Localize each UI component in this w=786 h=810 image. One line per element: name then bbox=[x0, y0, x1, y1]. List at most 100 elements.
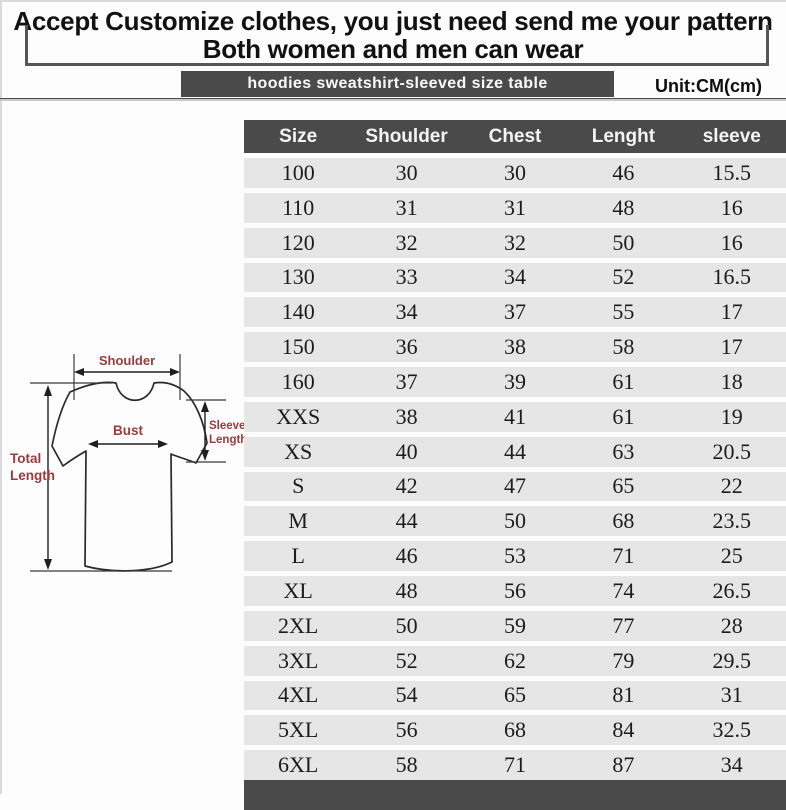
table-row: 3XL 52 62 79 29.5 bbox=[244, 645, 786, 676]
shoulder-arrowhead-right bbox=[170, 368, 180, 376]
shoulder-cell: 34 bbox=[395, 299, 418, 325]
total-label-line2: Length bbox=[10, 468, 55, 483]
shoulder-cell: 48 bbox=[395, 577, 418, 603]
size-cell: XL bbox=[283, 577, 313, 603]
sleeve-label-line1: Sleeve bbox=[209, 420, 245, 432]
length-cell: 48 bbox=[612, 194, 635, 220]
size-cell: M bbox=[288, 508, 308, 534]
size-cell: 120 bbox=[281, 229, 315, 255]
chest-cell: 38 bbox=[503, 334, 526, 360]
sleeve-arrowhead-bottom bbox=[201, 450, 209, 461]
size-cell: 130 bbox=[281, 264, 315, 290]
shoulder-arrowhead-left bbox=[74, 368, 84, 376]
chest-cell: 65 bbox=[503, 682, 526, 708]
shoulder-cell: 44 bbox=[395, 508, 418, 534]
length-cell: 71 bbox=[612, 543, 635, 569]
chest-cell: 50 bbox=[503, 508, 526, 534]
table-row: XL 48 56 74 26.5 bbox=[244, 576, 786, 606]
shoulder-cell: 36 bbox=[395, 334, 418, 360]
header-divider-rule bbox=[0, 98, 786, 101]
sleeve-cell: 17 bbox=[720, 334, 743, 360]
table-row: XS 40 44 63 20.5 bbox=[244, 436, 786, 467]
size-cell: L bbox=[291, 543, 305, 569]
tshirt-measurement-diagram: Shoulder Bust Sleeve Length Total Length bbox=[10, 353, 245, 572]
shoulder-cell: 37 bbox=[395, 368, 418, 394]
shoulder-cell: 33 bbox=[395, 264, 418, 290]
size-cell: 140 bbox=[281, 299, 315, 325]
length-cell: 84 bbox=[612, 717, 635, 743]
chest-cell: 68 bbox=[503, 717, 526, 743]
table-row: M 44 50 68 23.5 bbox=[244, 506, 786, 537]
sleeve-cell: 15.5 bbox=[712, 159, 752, 185]
shoulder-cell: 50 bbox=[395, 612, 418, 638]
size-cell: 2XL bbox=[278, 612, 319, 638]
chest-cell: 31 bbox=[503, 194, 526, 220]
length-cell: 63 bbox=[612, 438, 635, 464]
total-label-line1: Total bbox=[10, 451, 41, 466]
size-table: Size Shoulder Chest Lenght sleeve 100 30… bbox=[244, 120, 786, 780]
length-cell: 81 bbox=[612, 682, 635, 708]
top-edge-border bbox=[0, 0, 786, 2]
size-cell: 110 bbox=[282, 194, 315, 220]
chest-cell: 37 bbox=[503, 299, 526, 325]
chest-cell: 62 bbox=[503, 647, 526, 673]
chest-cell: 59 bbox=[503, 612, 526, 638]
sleeve-cell: 28 bbox=[720, 612, 743, 638]
size-cell: XS bbox=[284, 438, 313, 464]
table-row: 120 32 32 50 16 bbox=[244, 227, 786, 258]
chest-cell: 41 bbox=[503, 403, 526, 429]
chest-cell: 32 bbox=[503, 229, 526, 255]
sleeve-cell: 16.5 bbox=[712, 264, 752, 290]
chest-cell: 47 bbox=[503, 473, 526, 499]
bust-arrowhead-left bbox=[88, 440, 98, 448]
shoulder-cell: 38 bbox=[395, 403, 418, 429]
table-row: 110 31 31 48 16 bbox=[244, 192, 786, 223]
size-cell: 160 bbox=[281, 368, 315, 394]
size-cell: 150 bbox=[281, 334, 315, 360]
length-cell: 79 bbox=[612, 647, 635, 673]
table-row: 130 33 34 52 16.5 bbox=[244, 262, 786, 293]
total-arrowhead-bottom bbox=[44, 559, 52, 570]
sleeve-cell: 26.5 bbox=[712, 577, 752, 603]
shoulder-cell: 30 bbox=[395, 159, 418, 185]
shoulder-cell: 58 bbox=[395, 752, 418, 778]
shoulder-cell: 52 bbox=[395, 647, 418, 673]
chest-cell: 30 bbox=[503, 159, 526, 185]
shoulder-label: Shoulder bbox=[99, 353, 155, 368]
sleeve-cell: 18 bbox=[720, 368, 743, 394]
table-row: 6XL 58 71 87 34 bbox=[244, 750, 786, 780]
length-cell: 87 bbox=[612, 752, 635, 778]
length-cell: 65 bbox=[612, 473, 635, 499]
sleeve-cell: 25 bbox=[720, 543, 743, 569]
table-header-row: Size Shoulder Chest Lenght sleeve bbox=[244, 120, 786, 153]
table-row: 2XL 50 59 77 28 bbox=[244, 610, 786, 641]
sleeve-cell: 31 bbox=[720, 682, 743, 708]
table-row: 160 37 39 61 18 bbox=[244, 367, 786, 397]
sleeve-cell: 20.5 bbox=[712, 438, 752, 464]
length-cell: 52 bbox=[612, 264, 635, 290]
table-title-text: hoodies sweatshirt-sleeved size table bbox=[247, 75, 548, 92]
chest-cell: 34 bbox=[503, 264, 526, 290]
chest-cell: 56 bbox=[503, 577, 526, 603]
sleeve-label-line2: Length bbox=[209, 434, 245, 446]
chest-cell: 71 bbox=[503, 752, 526, 778]
tshirt-outline bbox=[51, 381, 208, 572]
title-bracket-left-end bbox=[25, 25, 28, 66]
length-cell: 74 bbox=[612, 577, 635, 603]
table-row: 5XL 56 68 84 32.5 bbox=[244, 715, 786, 746]
length-cell: 46 bbox=[612, 159, 635, 185]
size-cell: 3XL bbox=[278, 647, 319, 673]
column-header-shoulder: Shoulder bbox=[365, 126, 448, 147]
shoulder-cell: 46 bbox=[395, 543, 418, 569]
sleeve-cell: 19 bbox=[720, 403, 743, 429]
table-row: L 46 53 71 25 bbox=[244, 541, 786, 571]
sleeve-arrowhead-top bbox=[201, 401, 209, 412]
footer-bar bbox=[244, 780, 786, 810]
table-row: XXS 38 41 61 19 bbox=[244, 401, 786, 432]
shoulder-cell: 54 bbox=[395, 682, 418, 708]
sleeve-cell: 22 bbox=[720, 473, 743, 499]
size-cell: S bbox=[292, 473, 305, 499]
column-header-length: Lenght bbox=[591, 126, 656, 147]
length-cell: 61 bbox=[612, 368, 635, 394]
